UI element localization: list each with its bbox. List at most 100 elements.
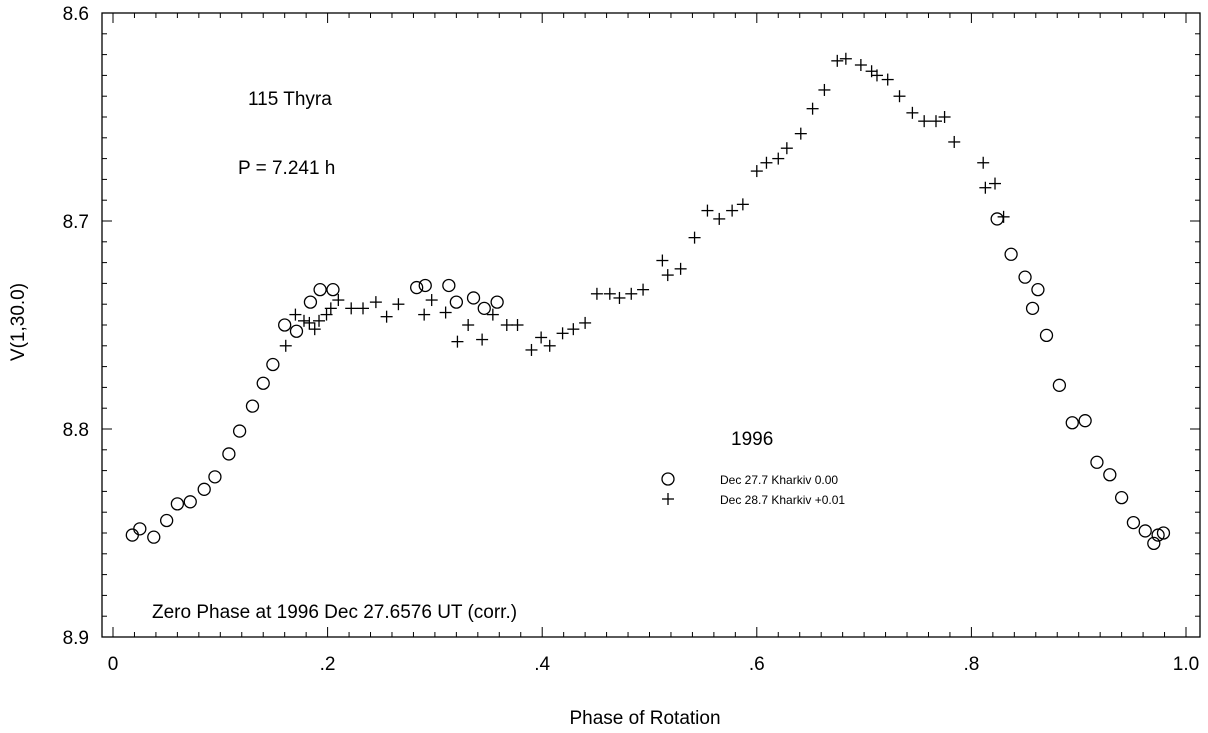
- data-point-circle: [289, 324, 304, 338]
- x-axis-title: Phase of Rotation: [569, 708, 720, 729]
- data-point-plus: [750, 165, 763, 178]
- data-point-plus: [760, 156, 773, 169]
- data-point-plus: [613, 291, 626, 304]
- data-point-circle: [266, 357, 280, 372]
- data-point-circle: [490, 295, 504, 309]
- data-point-plus: [567, 323, 580, 336]
- data-point-circle: [278, 318, 292, 332]
- data-point-circle: [326, 282, 340, 297]
- object-name-label: 115 Thyra: [248, 89, 332, 110]
- data-point-plus: [818, 83, 831, 96]
- data-point-circle: [1039, 328, 1054, 343]
- x-tick-label: .2: [320, 654, 336, 675]
- data-point-plus: [637, 283, 650, 296]
- data-point-plus: [369, 296, 382, 309]
- data-point-plus: [392, 298, 405, 311]
- data-point-plus: [656, 254, 669, 267]
- x-tick-label: 1.0: [1173, 654, 1199, 675]
- data-point-plus: [979, 181, 992, 194]
- data-point-plus: [324, 302, 337, 315]
- data-point-circle: [256, 376, 270, 390]
- data-point-plus: [674, 262, 687, 275]
- data-point-circle: [222, 447, 236, 461]
- legend-label-series-2: Dec 28.7 Kharkiv +0.01: [720, 493, 845, 507]
- data-point-plus: [297, 314, 310, 327]
- data-point-circle: [1090, 455, 1104, 469]
- data-point-plus: [590, 287, 603, 300]
- data-point-plus: [881, 73, 894, 86]
- data-point-circle: [1052, 378, 1067, 392]
- data-point-circle: [1126, 515, 1141, 530]
- data-point-plus: [418, 308, 431, 321]
- data-point-plus: [603, 287, 616, 300]
- data-point-circle: [990, 212, 1004, 226]
- data-point-plus: [535, 331, 548, 344]
- zero-phase-label: Zero Phase at 1996 Dec 27.6576 UT (corr.…: [152, 602, 517, 623]
- data-point-circle: [1078, 414, 1092, 428]
- data-point-circle: [1031, 282, 1045, 297]
- y-axis-ticks: [102, 12, 1200, 638]
- data-point-plus: [500, 319, 513, 331]
- data-point-plus: [303, 316, 316, 329]
- data-point-plus: [794, 127, 807, 140]
- data-point-circle: [197, 482, 211, 496]
- data-point-plus: [918, 115, 931, 128]
- data-point-circle: [1025, 301, 1040, 316]
- data-point-circle: [1147, 536, 1161, 551]
- data-point-plus: [579, 316, 592, 329]
- data-point-circle: [147, 530, 161, 544]
- data-point-plus: [289, 308, 302, 321]
- data-point-plus: [736, 198, 749, 211]
- legend-circle-marker: [661, 472, 675, 486]
- y-tick-label: 8.8: [63, 420, 89, 441]
- y-axis-title: V(1,30.0): [8, 283, 29, 361]
- data-point-plus: [997, 210, 1010, 223]
- data-point-plus: [989, 177, 1002, 190]
- data-point-plus: [511, 319, 524, 331]
- data-point-circle: [1138, 524, 1152, 538]
- data-point-plus: [929, 115, 942, 128]
- data-point-plus: [462, 319, 475, 331]
- data-point-plus: [701, 204, 714, 217]
- legend-title: 1996: [731, 429, 773, 450]
- data-point-plus: [806, 102, 819, 115]
- data-point-circle: [313, 282, 327, 297]
- data-point-plus: [713, 212, 726, 225]
- data-point-plus: [451, 335, 464, 348]
- period-label: P = 7.241 h: [238, 158, 335, 179]
- data-point-plus: [313, 314, 326, 327]
- x-tick-label: .6: [749, 654, 765, 675]
- data-point-circle: [303, 295, 318, 309]
- data-point-circle: [1156, 526, 1171, 540]
- data-point-plus: [977, 156, 990, 169]
- series-dec-28-plus: [279, 52, 1010, 356]
- data-point-circle: [208, 470, 222, 484]
- data-point-plus: [345, 302, 358, 315]
- data-point-plus: [948, 135, 961, 148]
- y-tick-label: 8.7: [63, 212, 89, 233]
- x-axis-tick-labels: 0 .2 .4 .6 .8 1.0: [108, 654, 1200, 675]
- data-point-circle: [1114, 490, 1129, 505]
- data-point-circle: [1103, 468, 1117, 482]
- y-tick-label: 8.6: [63, 4, 89, 25]
- x-tick-label: 0: [108, 654, 119, 675]
- x-tick-label: .8: [963, 654, 979, 675]
- data-point-plus: [439, 306, 452, 319]
- data-point-circle: [466, 291, 481, 305]
- data-point-circle: [442, 278, 456, 293]
- data-point-plus: [870, 69, 883, 82]
- data-point-circle: [170, 497, 185, 511]
- data-point-plus: [839, 52, 852, 65]
- data-point-plus: [938, 111, 951, 123]
- data-point-plus: [772, 152, 785, 165]
- data-point-plus: [486, 308, 499, 321]
- data-point-circle: [133, 522, 147, 536]
- x-axis-ticks: [112, 13, 1187, 637]
- data-point-circle: [1018, 270, 1032, 284]
- data-point-circle: [410, 280, 424, 295]
- data-point-plus: [556, 327, 569, 340]
- data-point-plus: [332, 294, 345, 307]
- data-point-plus: [625, 287, 638, 300]
- data-point-plus: [906, 106, 919, 119]
- data-point-plus: [893, 90, 906, 103]
